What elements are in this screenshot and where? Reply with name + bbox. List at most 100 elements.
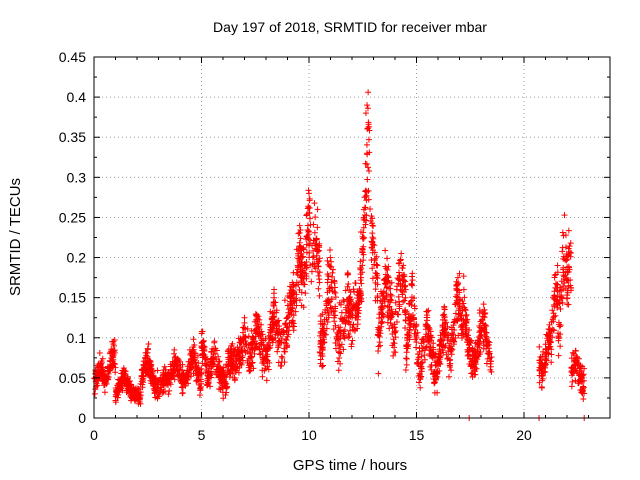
data-point [548,359,555,366]
data-point [215,353,222,360]
data-point [384,319,391,326]
data-point [249,333,256,340]
data-point [272,320,279,327]
data-point [350,286,357,293]
data-point [239,329,246,336]
x-tick-label: 5 [198,427,206,443]
data-point [259,373,266,380]
data-point [197,385,204,392]
data-point [338,341,345,348]
data-point [267,342,274,349]
data-point [236,339,243,346]
data-point [335,349,342,356]
data-point [566,243,573,250]
x-axis-label: GPS time / hours [293,457,407,474]
data-point [555,300,562,307]
data-point [557,331,564,338]
data-point [295,252,302,259]
data-point [441,326,448,333]
data-point [452,301,459,308]
data-point [459,321,466,328]
data-point [317,329,324,336]
data-point [372,286,379,293]
data-point [360,243,367,250]
data-point [450,322,457,329]
data-point [101,389,108,396]
data-point [95,363,102,370]
data-point [145,346,152,353]
y-tick-label: 0 [78,410,86,426]
data-point [278,335,285,342]
data-point [274,332,281,339]
data-point [347,298,354,305]
data-point [324,297,331,304]
data-point [564,252,571,259]
data-point [171,358,178,365]
data-point [406,315,413,322]
data-point [365,187,372,194]
data-point [326,263,333,270]
data-point [384,255,391,262]
data-point [366,168,373,175]
data-point [251,350,258,357]
data-point [328,305,335,312]
data-point [451,326,458,333]
data-point [390,352,397,359]
data-point [463,317,470,324]
data-point [337,324,344,331]
data-point [431,389,438,396]
data-point [417,384,424,391]
data-point [400,298,407,305]
data-point [107,349,114,356]
data-point [324,319,331,326]
data-point [319,362,326,369]
data-point [123,389,130,396]
data-point [247,354,254,361]
x-tick-label: 15 [409,427,425,443]
data-point [376,327,383,334]
data-point [388,314,395,321]
x-tick-label: 20 [516,427,532,443]
data-point [312,240,319,247]
data-point [437,332,444,339]
data-point [301,272,308,279]
data-point [359,262,366,269]
data-point [290,281,297,288]
data-point [471,366,478,373]
data-point [211,339,218,346]
data-point [116,383,123,390]
data-point [332,322,339,329]
data-point [461,294,468,301]
data-point [215,358,222,365]
data-point [557,305,564,312]
data-point [254,316,261,323]
data-point [259,367,266,374]
data-point [413,333,420,340]
data-point [269,339,276,346]
data-point [333,335,340,342]
data-point [370,223,377,230]
data-point [380,313,387,320]
data-point [259,331,266,338]
data-point [553,284,560,291]
data-point [258,321,265,328]
data-point [143,365,150,372]
data-point [309,254,316,261]
data-point [259,337,266,344]
data-point [556,323,563,330]
data-point [163,373,170,380]
data-point [273,325,280,332]
data-point [182,382,189,389]
data-point [290,298,297,305]
data-point [409,297,416,304]
data-point [403,349,410,356]
data-point [389,330,396,337]
data-point [544,333,551,340]
data-point [331,312,338,319]
data-point [481,310,488,317]
data-point [411,305,418,312]
data-point [314,224,321,231]
data-point [472,371,479,378]
data-point [450,338,457,345]
data-point [308,278,315,285]
